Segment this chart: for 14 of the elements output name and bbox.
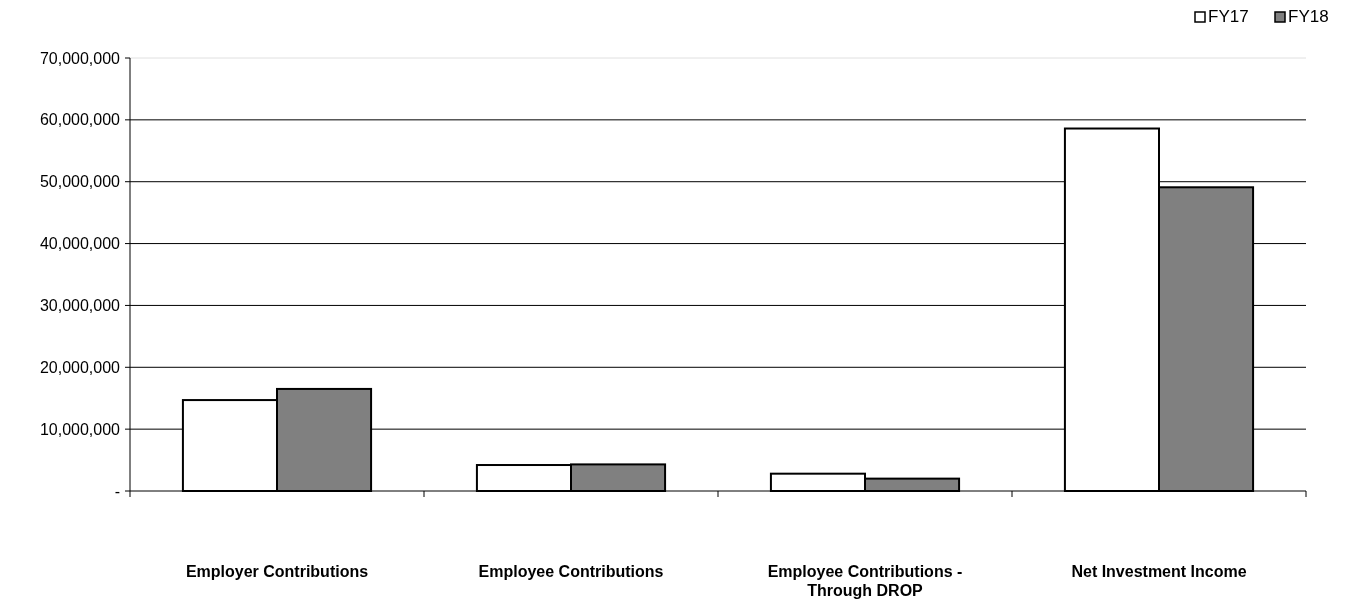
y-tick-label: - [114,482,120,500]
y-tick-label: 30,000,000 [39,297,121,315]
y-tick-label: 10,000,000 [39,420,121,438]
y-tick-label: 60,000,000 [39,111,121,129]
legend-label: FY18 [1288,7,1329,26]
y-tick-label: 20,000,000 [39,358,121,376]
x-tick-label: Employer Contributions [185,563,369,580]
x-tick-label: Employee Contributions [478,563,664,580]
x-tick-label: Net Investment Income [1071,563,1247,580]
x-tick-label: Employee Contributions - Through DROP [767,563,963,599]
y-tick-label: 40,000,000 [39,235,121,253]
y-tick-label: 70,000,000 [39,49,121,67]
legend-label: FY17 [1208,7,1249,26]
y-tick-label: 50,000,000 [39,173,121,191]
